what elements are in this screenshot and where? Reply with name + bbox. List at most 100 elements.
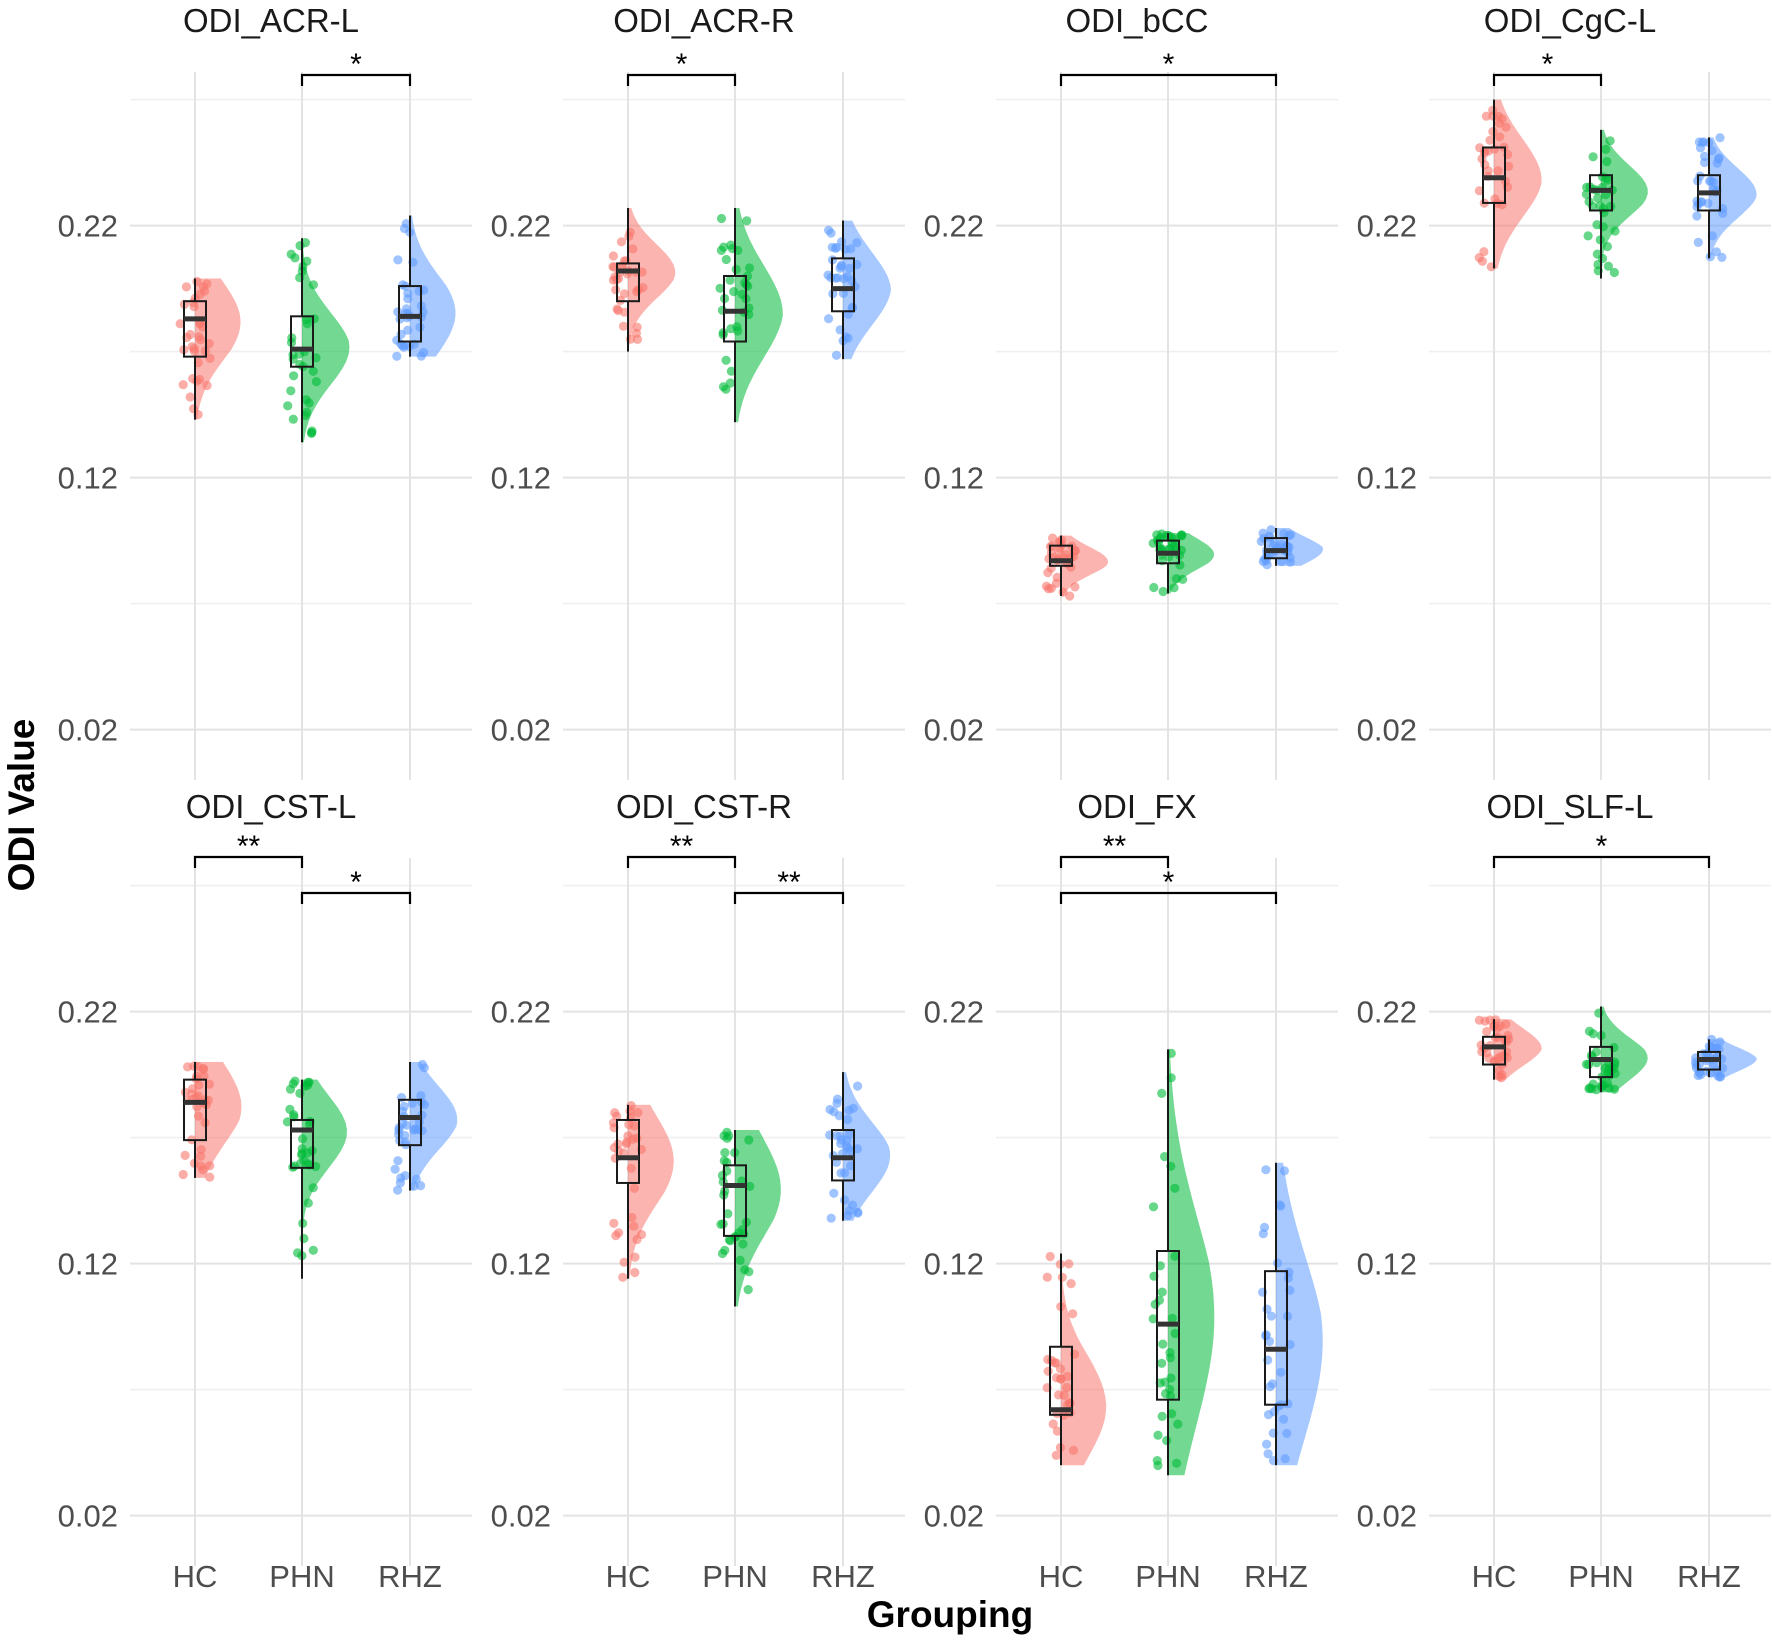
data-point-HC	[1482, 1048, 1492, 1058]
data-point-PHN	[1157, 1358, 1167, 1368]
data-point-RHZ	[1262, 1439, 1272, 1449]
y-tick-label: 0.02	[491, 1499, 551, 1534]
data-point-PHN	[735, 1255, 745, 1265]
data-point-RHZ	[1286, 530, 1296, 540]
data-point-PHN	[1594, 1008, 1604, 1018]
x-tick-label: PHN	[269, 1559, 334, 1594]
box-HC	[1049, 544, 1073, 567]
data-point-HC	[1488, 127, 1498, 137]
y-tick-label: 0.02	[924, 713, 984, 748]
significance-bracket	[1492, 855, 1711, 868]
data-point-RHZ	[400, 1130, 410, 1141]
data-point-RHZ	[1267, 1379, 1278, 1389]
data-point-PHN	[729, 287, 739, 297]
data-point-PHN	[744, 1267, 754, 1277]
data-point-RHZ	[1285, 557, 1295, 567]
data-point-RHZ	[831, 1131, 842, 1141]
data-point-PHN	[286, 386, 296, 396]
data-point-HC	[1483, 166, 1493, 176]
data-point-RHZ	[411, 1174, 421, 1184]
facet-ODI_ACR-L: 0.02 0.12 0.22 ODI_ACR-L *	[58, 2, 472, 780]
significance-bracket	[193, 855, 304, 868]
data-point-HC	[1052, 572, 1062, 583]
violin-HC	[628, 207, 676, 352]
data-point-RHZ	[852, 238, 862, 248]
data-point-PHN	[1160, 1152, 1170, 1162]
box-PHN	[723, 275, 747, 343]
data-point-PHN	[1603, 1067, 1613, 1077]
panel-title: ODI_CST-L	[186, 788, 357, 825]
data-point-HC	[611, 285, 621, 295]
box-HC	[183, 1078, 207, 1142]
y-tick-label: 0.22	[1357, 209, 1417, 244]
significance-label: *	[1163, 48, 1175, 81]
significance-bracket	[300, 73, 412, 86]
data-point-RHZ	[1699, 151, 1710, 161]
x-tick-label: RHZ	[1244, 1559, 1308, 1594]
data-point-RHZ	[393, 255, 403, 265]
data-point-HC	[1068, 1309, 1078, 1319]
data-point-RHZ	[1705, 176, 1715, 186]
data-point-RHZ	[1711, 1043, 1722, 1053]
data-point-HC	[627, 1212, 637, 1223]
data-point-RHZ	[410, 1124, 420, 1134]
data-point-HC	[1501, 122, 1511, 132]
data-point-RHZ	[853, 1207, 863, 1217]
data-point-RHZ	[396, 1173, 406, 1183]
data-point-HC	[1482, 1026, 1492, 1037]
data-point-RHZ	[1261, 1165, 1271, 1175]
data-point-PHN	[288, 414, 298, 424]
data-point-RHZ	[409, 1181, 419, 1191]
data-point-HC	[622, 1137, 632, 1147]
x-tick-label: RHZ	[811, 1559, 875, 1594]
data-point-RHZ	[839, 274, 849, 284]
data-point-PHN	[282, 1117, 293, 1127]
box-PHN	[1589, 1045, 1613, 1079]
data-point-PHN	[1152, 1456, 1162, 1466]
data-point-PHN	[1149, 582, 1159, 593]
data-point-HC	[178, 380, 188, 390]
data-point-PHN	[308, 1245, 318, 1255]
data-point-HC	[1497, 1070, 1507, 1080]
data-point-HC	[1504, 161, 1514, 171]
data-point-HC	[1474, 186, 1484, 196]
data-point-HC	[1057, 1272, 1067, 1282]
data-point-RHZ	[1259, 1222, 1270, 1232]
y-axis-title: ODI Value	[1, 719, 42, 892]
data-point-PHN	[1178, 574, 1188, 585]
facet-ODI_bCC: 0.02 0.12 0.22 ODI_bCC *	[924, 2, 1338, 780]
significance-bracket	[1059, 891, 1278, 904]
data-point-HC	[196, 1145, 206, 1155]
data-point-PHN	[299, 1233, 309, 1244]
data-point-RHZ	[1716, 1071, 1726, 1082]
data-point-PHN	[732, 322, 742, 332]
violin-HC	[1494, 99, 1542, 269]
data-point-PHN	[717, 1170, 728, 1181]
data-point-PHN	[1165, 1384, 1175, 1394]
panel-title: ODI_CST-R	[616, 788, 792, 825]
data-point-HC	[1483, 146, 1494, 156]
box-HC	[1049, 1345, 1073, 1416]
data-point-PHN	[717, 1248, 728, 1259]
facet-ODI_SLF-L: 0.02 0.12 0.22 ODI_SLF-L HC PHN RHZ *	[1357, 788, 1771, 1594]
data-point-HC	[624, 1120, 634, 1130]
data-point-HC	[1055, 1364, 1066, 1374]
data-point-RHZ	[403, 294, 413, 304]
box-RHZ	[1264, 1270, 1288, 1406]
data-point-HC	[202, 380, 212, 391]
data-point-PHN	[1584, 1026, 1595, 1036]
data-point-PHN	[725, 275, 735, 285]
data-point-PHN	[300, 410, 310, 421]
data-point-HC	[1490, 194, 1500, 204]
data-point-RHZ	[826, 273, 836, 283]
y-tick-label: 0.12	[1357, 461, 1417, 496]
data-point-RHZ	[393, 1185, 403, 1195]
data-point-HC	[1495, 1021, 1505, 1031]
data-point-PHN	[1169, 534, 1179, 544]
data-point-PHN	[1601, 144, 1611, 154]
data-point-RHZ	[836, 1168, 846, 1178]
data-point-RHZ	[1277, 557, 1287, 567]
